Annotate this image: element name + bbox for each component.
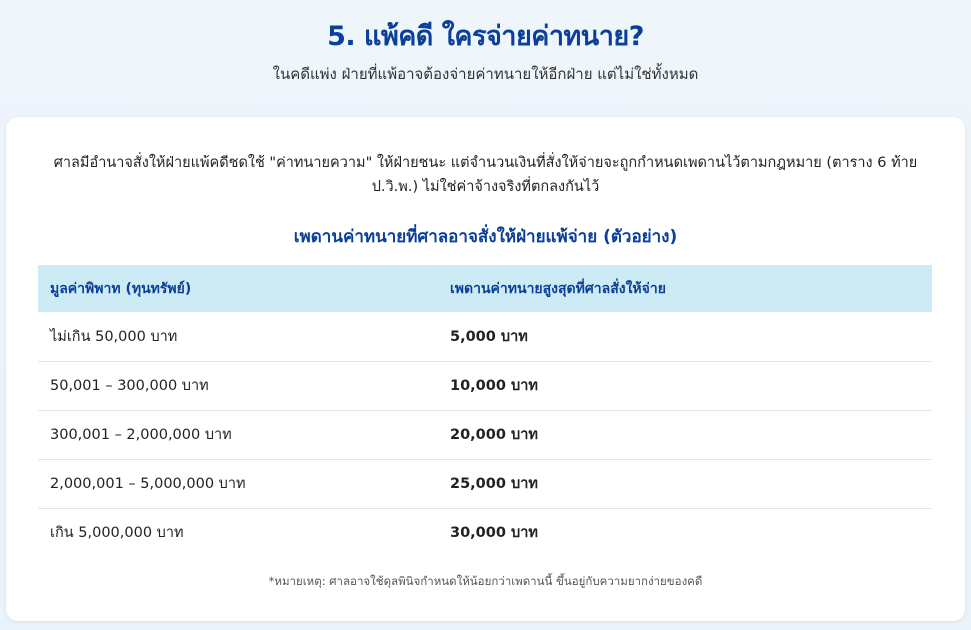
fee-table: มูลค่าพิพาท (ทุนทรัพย์) เพดานค่าทนายสูงส… (38, 265, 932, 557)
intro-paragraph: ศาลมีอำนาจสั่งให้ฝ่ายแพ้คดีชดใช้ "ค่าทนา… (53, 155, 918, 195)
max-fee: 25,000 บาท (438, 459, 932, 509)
page-subtitle: ในคดีแพ่ง ฝ่ายที่แพ้อาจต้องจ่ายค่าทนายให… (272, 65, 699, 83)
table-row: ไม่เกิน 50,000 บาท 5,000 บาท (38, 312, 932, 362)
max-fee: 5,000 บาท (438, 312, 932, 362)
table-row: เกิน 5,000,000 บาท 30,000 บาท (38, 508, 932, 557)
claim-value: 300,001 – 2,000,000 บาท (38, 410, 438, 460)
footnote: *หมายเหตุ: ศาลอาจใช้ดุลพินิจกำหนดให้น้อย… (268, 574, 703, 588)
table-row: 300,001 – 2,000,000 บาท 20,000 บาท (38, 410, 932, 460)
table-title: เพดานค่าทนายที่ศาลอาจสั่งให้ฝ่ายแพ้จ่าย … (293, 227, 678, 247)
table-row: 2,000,001 – 5,000,000 บาท 25,000 บาท (38, 459, 932, 509)
table-header-row: มูลค่าพิพาท (ทุนทรัพย์) เพดานค่าทนายสูงส… (38, 265, 932, 312)
max-fee: 30,000 บาท (450, 525, 538, 542)
column-header: มูลค่าพิพาท (ทุนทรัพย์) (38, 265, 438, 312)
claim-value: เกิน 5,000,000 บาท (50, 525, 184, 542)
max-fee: 20,000 บาท (438, 410, 932, 460)
column-header: เพดานค่าทนายสูงสุดที่ศาลสั่งให้จ่าย (438, 265, 932, 312)
claim-value: ไม่เกิน 50,000 บาท (38, 312, 438, 362)
content-card: ศาลมีอำนาจสั่งให้ฝ่ายแพ้คดีชดใช้ "ค่าทนา… (6, 117, 965, 621)
max-fee: 10,000 บาท (438, 361, 932, 411)
claim-value: 2,000,001 – 5,000,000 บาท (38, 459, 438, 509)
claim-value: 50,001 – 300,000 บาท (38, 361, 438, 411)
page-title: 5. แพ้คดี ใครจ่ายค่าทนาย? (327, 21, 644, 52)
table-row: 50,001 – 300,000 บาท 10,000 บาท (38, 361, 932, 411)
